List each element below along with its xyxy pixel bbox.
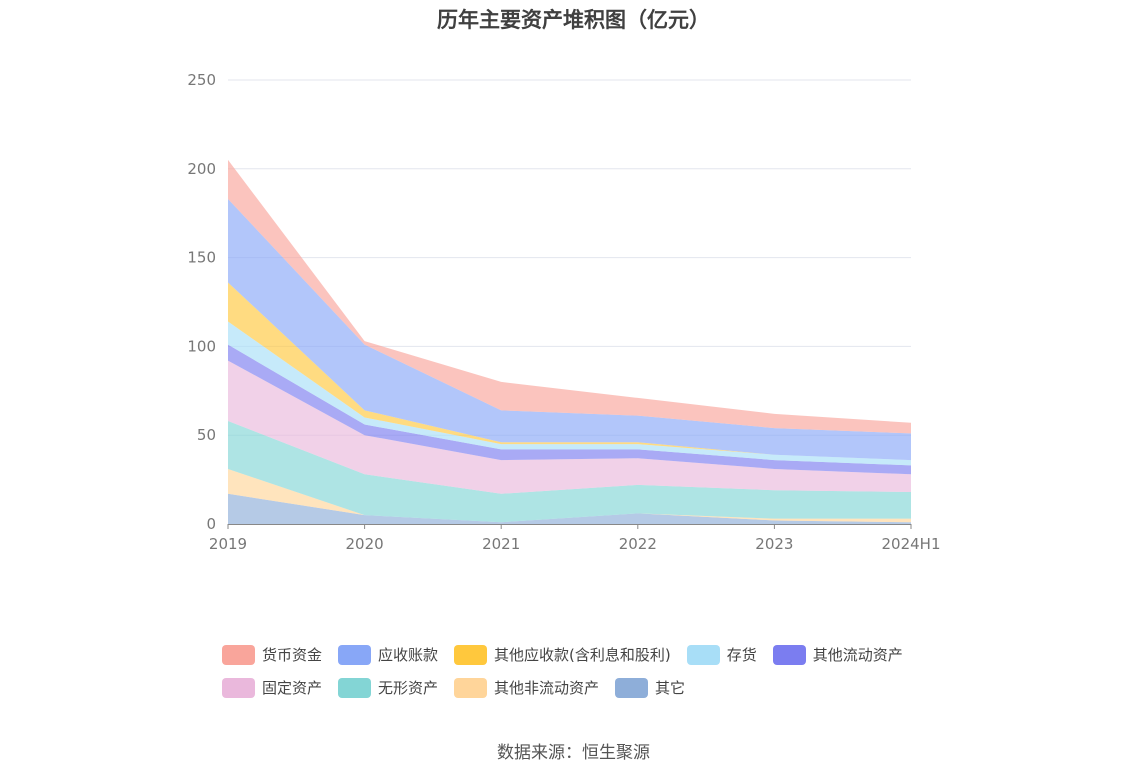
area-series-固定资产	[228, 360, 911, 494]
legend-label: 存货	[726, 646, 757, 664]
legend-swatch	[338, 644, 372, 665]
x-tick-label: 2019	[209, 535, 247, 553]
area-series-应收账款	[228, 198, 911, 461]
y-tick-label: 100	[187, 337, 216, 355]
x-tick-label: 2023	[755, 535, 793, 553]
legend-swatch	[772, 644, 806, 665]
x-tick-label: 2020	[346, 535, 384, 553]
legend-item[interactable]: 货币资金	[222, 644, 322, 665]
legend-swatch	[686, 644, 720, 665]
legend-item[interactable]: 存货	[686, 644, 757, 665]
legend-label: 固定资产	[262, 679, 323, 697]
x-tick-label: 2024H1	[882, 535, 941, 553]
stacked-area-chart: 0 50 100 150 200 250 2019 2020 2021 2022 2023 2024H…	[187, 71, 940, 553]
y-tick-label: 150	[187, 249, 216, 267]
y-tick-label: 50	[197, 426, 216, 444]
legend-label: 无形资产	[378, 679, 439, 697]
source-note: 数据来源：恒生聚源	[497, 743, 650, 763]
legend: 货币资金 应收账款 其他应收款(含利息和股利) 存货 其他流动资产 固定资产 无形资产 其他…	[222, 638, 982, 704]
area-series-其它	[228, 493, 911, 524]
legend-label: 货币资金	[262, 646, 323, 664]
legend-item[interactable]: 无形资产	[338, 677, 438, 698]
legend-item[interactable]: 应收账款	[338, 644, 438, 665]
chart-title: 历年主要资产堆积图（亿元）	[437, 8, 710, 32]
legend-label: 其他应收款(含利息和股利)	[494, 646, 671, 664]
legend-row-1: 货币资金 应收账款 其他应收款(含利息和股利) 存货 其他流动资产	[222, 638, 982, 671]
y-tick-label: 0	[206, 515, 216, 533]
legend-swatch	[454, 677, 488, 698]
legend-row-2: 固定资产 无形资产 其他非流动资产 其它	[222, 671, 982, 704]
y-tick-label: 200	[187, 160, 216, 178]
legend-label: 其它	[655, 679, 686, 697]
legend-swatch	[454, 644, 488, 665]
legend-item[interactable]: 其他非流动资产	[454, 677, 599, 698]
legend-item[interactable]: 其他应收款(含利息和股利)	[454, 644, 671, 665]
x-tick-label: 2022	[619, 535, 657, 553]
legend-swatch	[222, 677, 255, 698]
legend-item[interactable]: 固定资产	[222, 677, 322, 698]
legend-item[interactable]: 其它	[615, 677, 685, 698]
legend-swatch	[222, 644, 255, 665]
x-tick-label: 2021	[482, 535, 520, 553]
area-series-存货	[228, 321, 911, 466]
y-tick-label: 250	[187, 71, 216, 89]
area-series-无形资产	[228, 420, 911, 523]
axis-layer: 0 50 100 150 200 250 2019 2020 2021 2022 2023 2024H…	[187, 71, 940, 553]
area-layer	[228, 159, 911, 524]
legend-swatch	[338, 677, 372, 698]
legend-label: 其他非流动资产	[494, 679, 600, 697]
legend-item[interactable]: 其他流动资产	[772, 644, 903, 665]
legend-swatch	[615, 677, 649, 698]
legend-label: 应收账款	[378, 646, 439, 664]
legend-label: 其他流动资产	[812, 646, 903, 664]
